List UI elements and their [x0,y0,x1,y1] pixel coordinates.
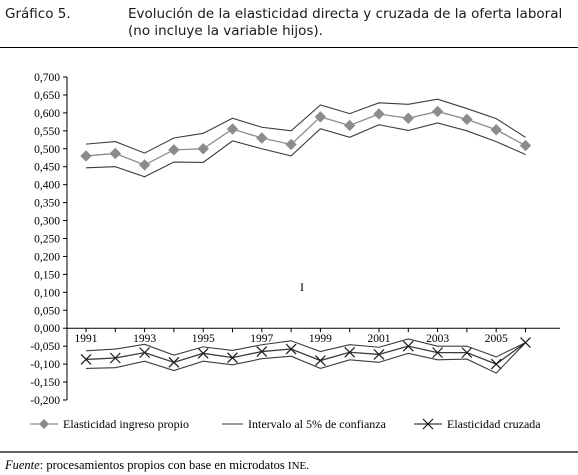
figure-label: Gráfico 5. [5,6,71,22]
cross-elasticity-point [139,347,151,359]
own-income-elasticity-line [85,110,526,166]
chart-annotation: I [300,280,304,294]
cross-elasticity-point [168,356,180,368]
cross-elasticity-point [461,347,473,359]
x-tick-label: 2005 [485,333,508,345]
cross-elasticity-point [197,347,209,359]
own-income-elasticity-point [168,144,180,156]
cross-elasticity-point [314,355,326,366]
cross-elasticity-point [344,346,356,358]
own-income-elasticity-point [256,132,268,144]
y-tick-label: 0,150 [34,269,60,281]
cross-elasticity-point [109,352,121,364]
y-tick-label: 0,650 [34,90,60,102]
confidence-interval-line [85,122,526,178]
confidence-interval-line [85,342,526,374]
own-income-elasticity-point [80,150,92,162]
legend-label-cross: Elasticidad cruzada [447,417,541,431]
y-tick-label: -0,100 [30,359,60,371]
own-income-elasticity-point [314,111,327,123]
confidence-interval-line [85,98,526,154]
y-tick-label: 0,350 [34,198,60,210]
own-income-elasticity-point [461,113,473,126]
y-tick-label: 0,100 [34,287,60,299]
x-tick-label: 2001 [368,333,391,345]
cross-elasticity-point [520,337,531,349]
figure-title: Evolución de la elasticidad directa y cr… [128,6,563,39]
own-income-elasticity-point [519,139,532,152]
legend-label-confidence: Intervalo al 5% de confianza [248,417,387,431]
x-tick-label: 1993 [133,333,156,345]
legend-label-own-income: Elasticidad ingreso propio [63,417,189,431]
y-tick-label: 0,450 [34,162,60,174]
cross-elasticity-point [285,343,297,355]
x-tick-label: 1997 [250,333,273,345]
cross-elasticity-point [402,340,414,352]
own-income-elasticity-point [109,147,122,160]
legend-marker-x [422,418,434,430]
own-income-elasticity-point [138,159,151,171]
cross-elasticity-point [432,347,444,359]
cross-elasticity-line [85,342,526,365]
y-tick-label: 0,550 [34,126,60,138]
source-text: : procesamientos propios con base en mic… [39,458,288,472]
own-income-elasticity-point [490,124,502,136]
cross-elasticity-point [490,358,502,370]
y-tick-label: 0,200 [34,251,60,263]
y-tick-label: -0,200 [30,395,60,407]
own-income-elasticity-point [431,105,444,118]
source-org: INE. [287,460,309,472]
cross-elasticity-point [227,352,238,364]
own-income-elasticity-point [226,123,239,135]
own-income-elasticity-point [285,138,297,151]
y-tick-label: 0,000 [34,323,60,335]
cross-elasticity-point [80,354,92,365]
x-tick-label: 1995 [192,333,215,345]
y-tick-label: 0,050 [34,305,60,317]
legend-marker-diamond [39,419,49,429]
own-income-elasticity-point [402,112,415,124]
y-tick-label: -0,150 [30,377,60,389]
x-tick-label: 1991 [75,333,98,345]
own-income-elasticity-point [343,119,356,132]
y-tick-label: 0,700 [34,72,60,84]
y-tick-label: -0,050 [30,341,60,353]
y-tick-label: 0,600 [34,108,60,120]
own-income-elasticity-point [197,143,209,155]
x-tick-label: 1999 [309,333,332,345]
y-tick-label: 0,400 [34,180,60,192]
y-tick-label: 0,250 [34,234,60,246]
own-income-elasticity-point [373,108,385,120]
y-tick-label: 0,500 [34,144,60,156]
header-rule [0,47,578,48]
cross-elasticity-point [256,346,268,357]
confidence-interval-line [85,338,526,358]
y-tick-label: 0,300 [34,216,60,228]
cross-elasticity-point [373,348,385,360]
line-chart: 0,700 0,650 0,600 0,550 0,500 0,450 0,400 0,350… [0,72,578,453]
x-tick-label: 2003 [426,333,449,345]
source-note: Fuente: procesamientos propios con base … [5,458,309,473]
source-label: Fuente [5,458,40,472]
legend: Elasticidad ingreso propio Intervalo al 5… [30,417,541,431]
